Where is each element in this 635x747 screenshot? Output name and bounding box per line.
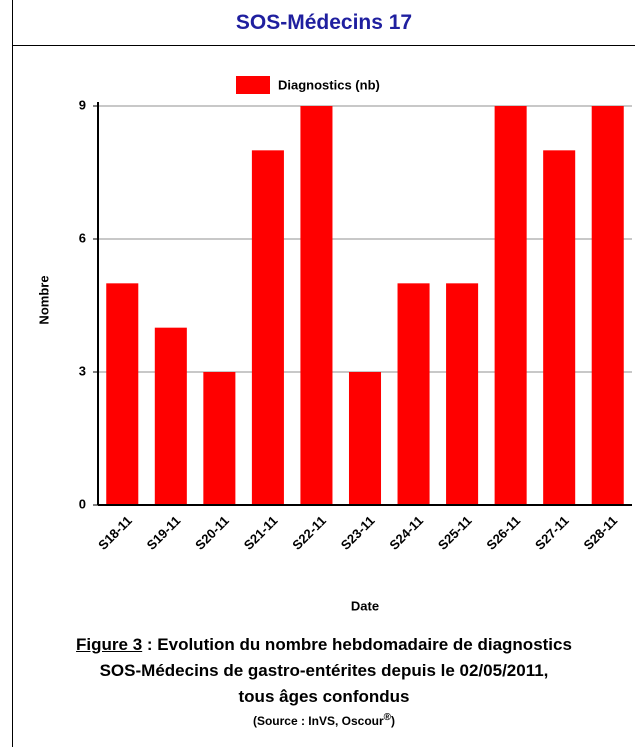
y-tick-label: 3 [79,363,86,378]
chart-title: SOS-Médecins 17 [12,0,635,46]
x-tick-label: S20-11 [192,513,232,553]
x-tick-label: S26-11 [483,513,523,553]
caption-text: : Evolution du nombre hebdomadaire de di… [142,635,572,654]
bar [591,106,624,505]
bar [251,150,284,506]
source: (Source : InVS, Oscour [252,714,384,728]
source: ) [391,714,396,728]
bar [543,150,576,506]
bar [154,327,187,505]
border [12,46,13,747]
x-tick-label: S28-11 [581,513,621,553]
x-tick-label: S24-11 [386,513,426,553]
y-tick-label: 6 [79,230,86,245]
x-tick-label: S27-11 [532,513,572,553]
caption-text: tous âges confondus [238,687,410,706]
x-axis-label: Date [351,598,379,613]
x-tick-label: S23-11 [338,513,378,553]
y-tick-label: 9 [79,97,86,112]
y-tick-label: 0 [79,496,86,511]
bar [446,283,479,505]
bar [494,106,527,505]
legend-label: Diagnostics (nb) [278,77,380,92]
x-tick-label: S22-11 [289,513,329,553]
figure-number: Figure 3 [76,635,143,654]
caption: Figure 3 : Evolution du nombre hebdomada… [13,632,635,729]
source-sup: ® [383,712,392,723]
x-tick-label: S19-11 [144,513,184,553]
y-axis-label: Nombre [36,275,51,324]
x-tick-label: S18-11 [95,513,135,553]
x-tick-label: S25-11 [435,513,475,553]
bar [300,106,333,505]
legend-swatch [236,76,270,94]
x-tick-label: S21-11 [241,513,281,553]
bar [106,283,139,505]
bar [397,283,430,505]
caption-text: SOS-Médecins de gastro-entérites depuis … [99,661,549,680]
bar [348,372,382,505]
bar [203,372,236,505]
